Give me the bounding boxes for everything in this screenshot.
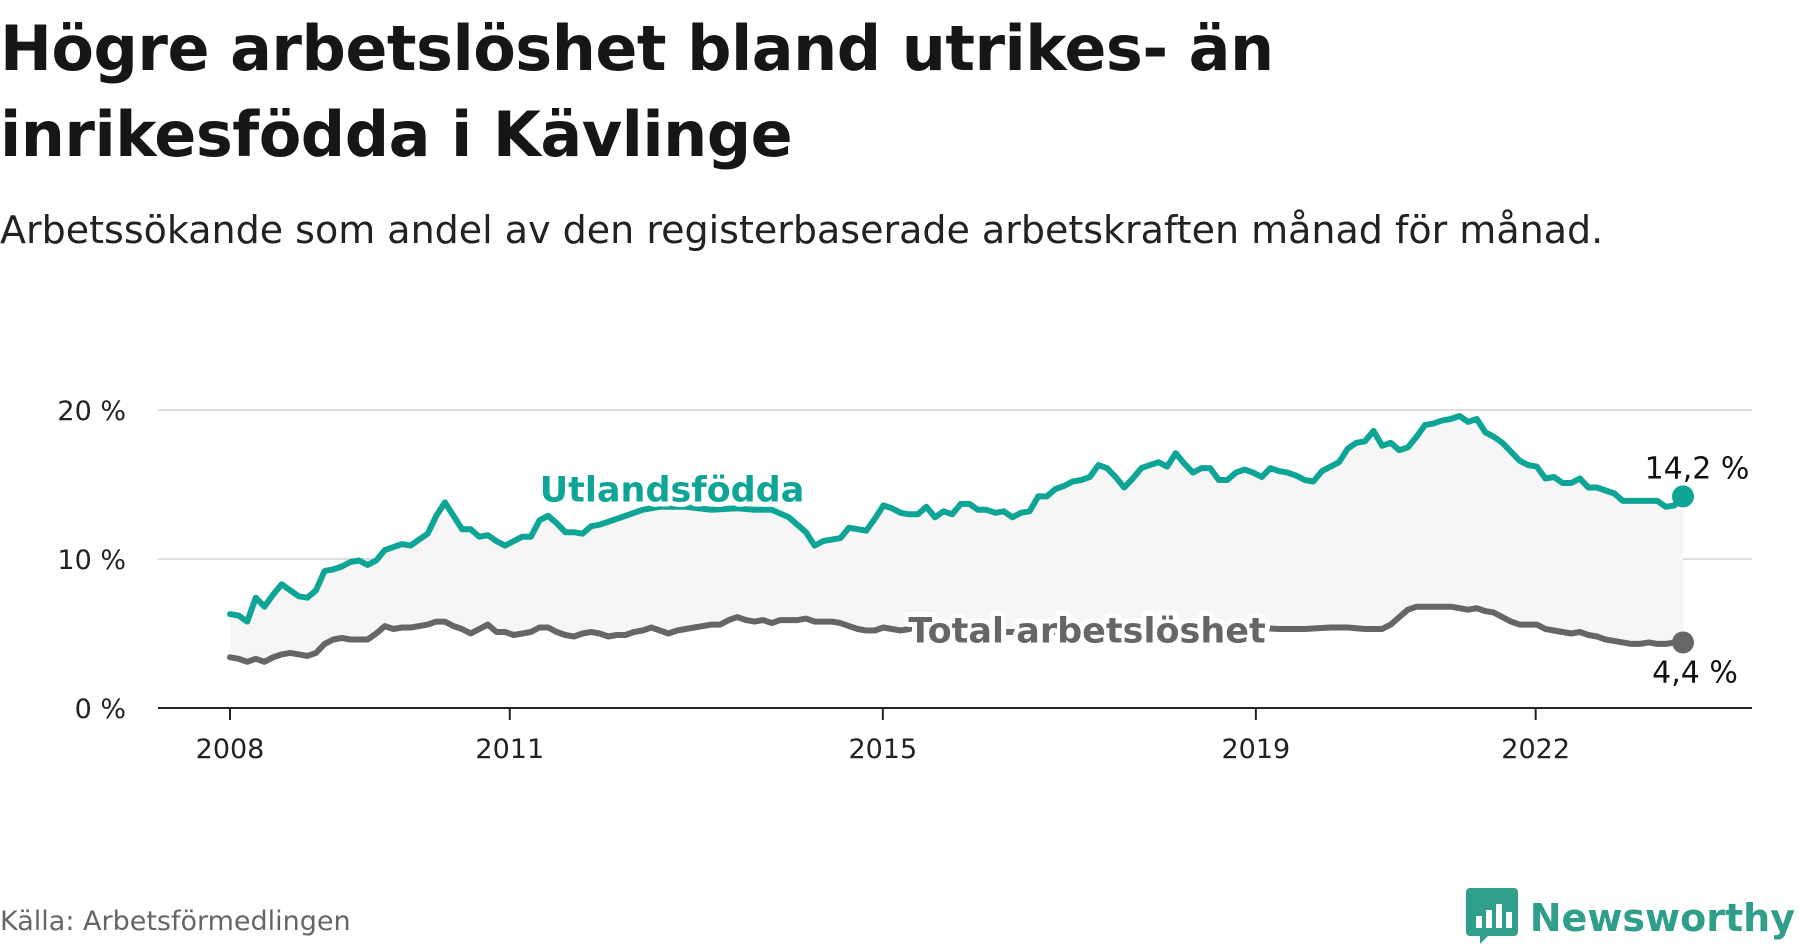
series-labels: Utlandsfödda Total arbetslöshet 14,2 % 4,4 … xyxy=(535,451,1750,690)
line-chart: 0 % 10 % 20 % 2008 2011 2015 2019 2022 Utlands… xyxy=(57,396,1752,765)
x-tick-label: 2022 xyxy=(1501,734,1570,765)
x-axis: 2008 2011 2015 2019 2022 xyxy=(196,708,1570,765)
y-axis: 0 % 10 % 20 % xyxy=(57,396,126,725)
brand: Newsworthy xyxy=(1465,886,1795,950)
x-tick-label: 2011 xyxy=(475,734,544,765)
series-lines xyxy=(227,413,1694,665)
end-point-marker xyxy=(1672,631,1694,654)
y-tick-label: 20 % xyxy=(57,396,126,427)
end-value-label-total: 4,4 % xyxy=(1652,655,1738,690)
x-tick-label: 2008 xyxy=(196,734,265,765)
series-label-total: Total arbetslöshet xyxy=(908,611,1265,651)
series-label-utlandsfodda: Utlandsfödda xyxy=(540,471,805,511)
end-value-label-utlandsfodda: 14,2 % xyxy=(1645,451,1750,486)
chart-subtitle: Arbetssökande som andel av den registerb… xyxy=(0,208,1604,252)
y-tick-label: 10 % xyxy=(57,545,126,576)
source-note: Källa: Arbetsförmedlingen xyxy=(0,906,351,937)
series-line-utlandsfodda xyxy=(227,413,1686,625)
end-point-marker xyxy=(1672,485,1694,508)
chart-title: Högre arbetslöshet bland utrikes- än inr… xyxy=(0,12,1274,171)
y-tick-label: 0 % xyxy=(75,694,126,725)
x-tick-label: 2019 xyxy=(1222,734,1291,765)
brand-name: Newsworthy xyxy=(1529,896,1795,940)
newsworthy-logo-icon xyxy=(1465,886,1518,950)
series-line-total xyxy=(227,603,1686,665)
x-tick-label: 2015 xyxy=(848,734,917,765)
